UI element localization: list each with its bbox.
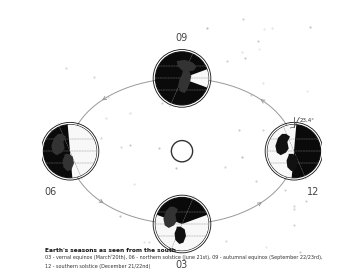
Polygon shape xyxy=(276,134,290,155)
Text: 12: 12 xyxy=(308,187,320,197)
Text: 09: 09 xyxy=(176,33,188,43)
Polygon shape xyxy=(63,154,74,171)
Text: 03 - vernal equinox (March 20th), 06 - northern solstice (June 21st), 09 - autum: 03 - vernal equinox (March 20th), 06 - n… xyxy=(45,255,322,260)
Polygon shape xyxy=(177,60,197,72)
Text: Earth's seasons as seen from the south: Earth's seasons as seen from the south xyxy=(45,248,176,253)
Polygon shape xyxy=(163,207,178,228)
Polygon shape xyxy=(268,125,296,178)
Polygon shape xyxy=(155,215,209,251)
Polygon shape xyxy=(178,69,191,93)
Circle shape xyxy=(171,141,193,162)
Circle shape xyxy=(43,125,96,178)
Circle shape xyxy=(155,52,209,105)
Text: 03: 03 xyxy=(176,260,188,270)
Polygon shape xyxy=(286,154,298,171)
Circle shape xyxy=(155,197,209,251)
Text: 23,4°: 23,4° xyxy=(300,118,315,123)
Text: 12 - southern solstice (December 21/22nd): 12 - southern solstice (December 21/22nd… xyxy=(45,264,150,269)
Circle shape xyxy=(268,125,321,178)
Text: 06: 06 xyxy=(44,187,56,197)
Polygon shape xyxy=(51,134,66,155)
Polygon shape xyxy=(68,125,96,178)
Polygon shape xyxy=(182,69,209,87)
Polygon shape xyxy=(175,227,186,244)
